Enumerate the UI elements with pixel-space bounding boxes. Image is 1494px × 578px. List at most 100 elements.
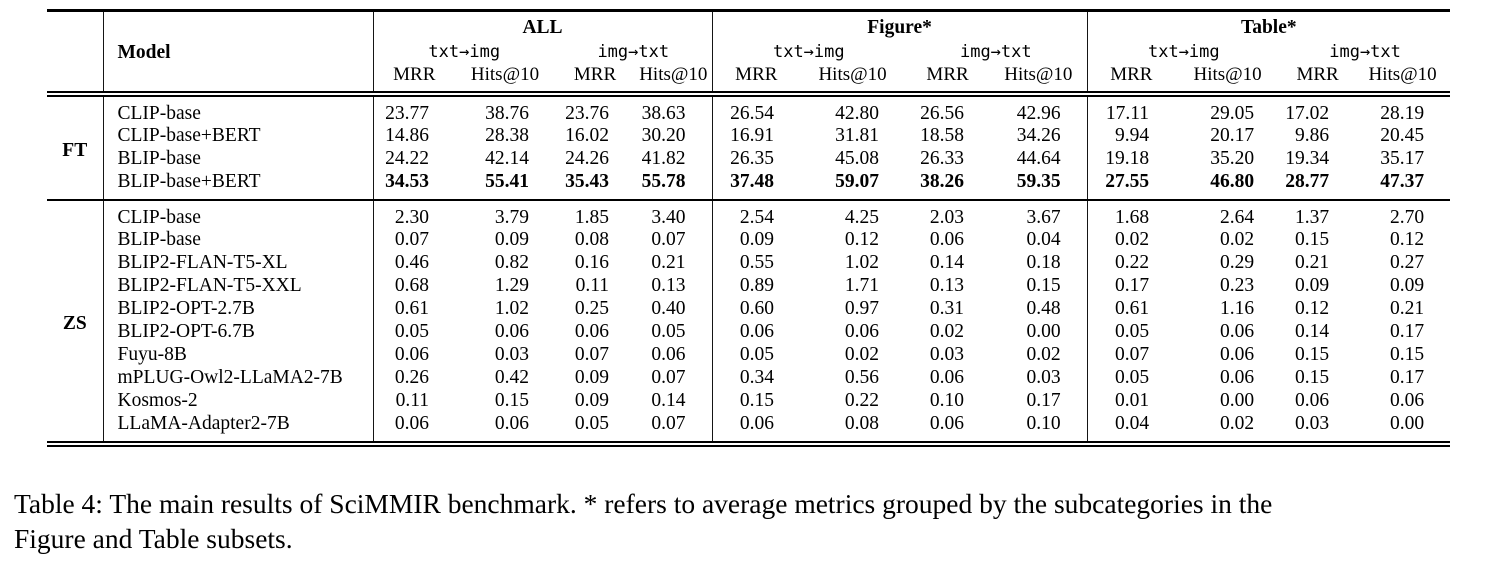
metric-value: 0.17 [1086,274,1176,298]
table-row: Kosmos-2 0.11 0.15 0.09 0.14 0.15 0.22 0.10 0.17… [47,389,1450,413]
metric-value: 16.91 [711,124,801,148]
metric-value: 2.30 [372,199,455,229]
table-header: Model ALL Figure* Table* txt→img img→txt… [47,10,1451,94]
table-row: mPLUG-Owl2-LLaMA2-7B 0.26 0.42 0.09 0.07 0.34… [47,366,1450,390]
metric-value: 55.78 [641,170,686,192]
metric-value: 42.96 [1016,102,1061,124]
metric-value: 1.68 [1086,199,1176,229]
metric-value: 0.06 [929,229,965,250]
metric-value: 0.17 [1389,321,1425,342]
metric-value: 19.34 [1285,148,1330,169]
metric-value: 0.06 [929,412,965,434]
metric-value: 28.19 [1380,102,1425,124]
metric-value: 0.07 [651,229,686,250]
metric-value: 44.64 [1016,148,1061,169]
metric-value: 37.48 [711,170,801,200]
metric-value: 0.09 [574,367,609,388]
model-name: LLaMA-Adapter2-7B [102,412,373,444]
metric-mrr: MRR [372,63,455,94]
metric-value: 41.82 [641,148,686,169]
metric-value: 0.00 [1026,321,1061,342]
metric-value: 1.02 [494,298,529,319]
metric-value: 0.22 [844,390,880,411]
metric-value: 0.06 [1219,321,1255,342]
table-row: BLIP2-OPT-2.7B 0.61 1.02 0.25 0.40 0.60 0.97 0.… [47,297,1450,321]
direction-img2txt: img→txt [1329,41,1401,62]
metric-value: 0.31 [929,298,965,319]
metric-header-row: MRR Hits@10 MRR Hits@10 MRR Hits@10 MRR … [47,63,1450,94]
table-row: BLIP-base+BERT 34.53 55.41 35.43 55.78 37.48 5… [47,170,1450,200]
metric-value: 0.14 [651,390,686,411]
metric-value: 0.09 [1389,275,1425,296]
metric-value: 0.48 [1026,298,1061,319]
metric-value: 35.20 [1210,148,1255,169]
metric-value: 0.22 [1086,251,1176,275]
metric-value: 18.58 [920,125,965,146]
model-name: BLIP2-FLAN-T5-XL [102,251,373,275]
metric-value: 47.37 [1380,170,1425,192]
metric-value: 35.17 [1380,148,1425,169]
group-header-figure: Figure* [711,10,1088,40]
metric-value: 0.07 [1086,343,1176,367]
metric-value: 0.06 [494,412,529,434]
metric-value: 0.00 [1389,412,1425,434]
metric-value: 0.09 [574,390,609,411]
metric-hits10: Hits@10 [1368,63,1437,85]
metric-mrr: MRR [1086,63,1176,94]
model-name: CLIP-base [102,93,373,125]
metric-value: 0.10 [929,390,965,411]
metric-value: 0.08 [844,412,880,434]
metric-value: 0.23 [1219,275,1255,296]
metric-value: 0.05 [651,321,686,342]
metric-value: 4.25 [844,206,880,228]
metric-value: 0.18 [1026,252,1061,273]
metric-value: 1.29 [494,275,529,296]
metric-hits10: Hits@10 [1004,63,1073,85]
metric-value: 0.06 [1219,344,1255,365]
model-name: BLIP2-OPT-2.7B [102,297,373,321]
metric-value: 0.15 [494,390,529,411]
section-ft: FT CLIP-base 23.77 38.76 23.76 38.63 26.54 42.8… [47,93,1450,200]
table-row: Fuyu-8B 0.06 0.03 0.07 0.06 0.05 0.02 0.03 0.02 0… [47,343,1450,367]
metric-value: 0.10 [1026,412,1061,434]
metric-value: 0.00 [1219,390,1255,411]
metric-value: 19.18 [1086,147,1176,171]
metric-value: 0.34 [711,366,801,390]
metric-value: 26.33 [920,148,965,169]
metric-value: 0.02 [1219,229,1255,250]
metric-value: 45.08 [835,148,880,169]
metric-value: 0.13 [651,275,686,296]
metric-value: 0.55 [711,251,801,275]
metric-value: 0.82 [494,252,529,273]
metric-value: 2.54 [711,199,801,229]
table-row: BLIP2-OPT-6.7B 0.05 0.06 0.06 0.05 0.06 0.06 0.… [47,320,1450,344]
metric-value: 28.77 [1285,170,1330,192]
metric-value: 17.02 [1285,102,1330,124]
metric-value: 0.02 [844,344,880,365]
model-name: BLIP2-FLAN-T5-XXL [102,274,373,298]
metric-value: 55.41 [485,170,529,192]
metric-value: 0.14 [929,252,965,273]
metric-value: 0.15 [1026,275,1061,296]
direction-txt2img: txt→img [372,39,555,64]
metric-value: 0.42 [494,367,529,388]
metric-value: 2.70 [1389,206,1425,228]
metric-value: 1.37 [1294,206,1330,228]
metric-value: 1.71 [844,275,880,296]
model-name: BLIP-base [102,147,373,171]
metric-value: 38.76 [485,102,529,124]
metric-value: 17.11 [1086,93,1176,125]
metric-value: 27.55 [1086,170,1176,200]
metric-value: 9.86 [1294,125,1330,146]
metric-hits10: Hits@10 [1193,63,1262,85]
table-row: FT CLIP-base 23.77 38.76 23.76 38.63 26.54 42.8… [47,93,1450,161]
group-header-row: Model ALL Figure* Table* [47,10,1451,94]
metric-value: 0.15 [1389,344,1425,365]
metric-value: 3.40 [651,206,686,228]
table-caption: Table 4: The main results of SciMMIR ben… [14,487,1273,554]
table-row: BLIP-base 0.07 0.09 0.08 0.07 0.09 0.12 0.06 0.0… [47,228,1450,252]
metric-value: 0.89 [711,274,801,298]
table-row: LLaMA-Adapter2-7B 0.06 0.06 0.05 0.07 0.06 0.0… [47,412,1450,444]
metric-value: 42.14 [485,148,529,169]
